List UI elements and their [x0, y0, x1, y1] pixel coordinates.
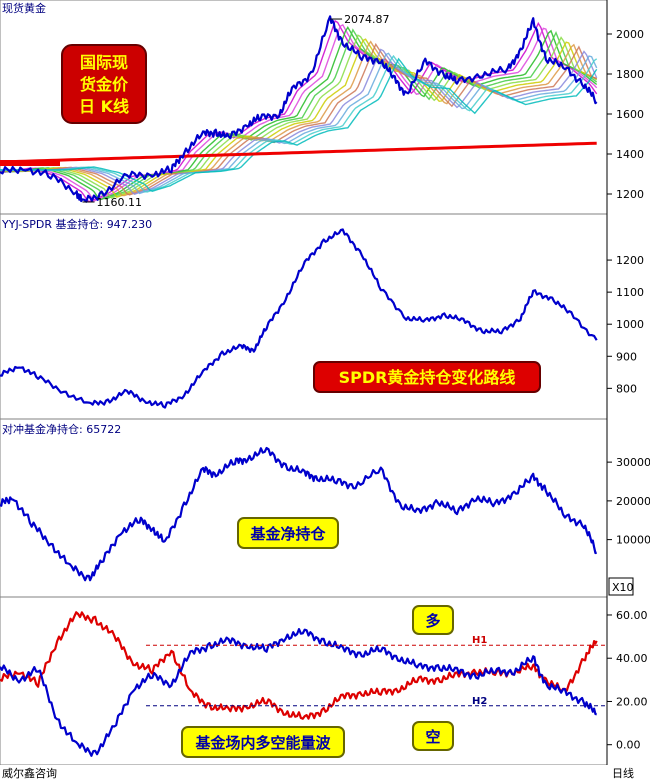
scale-note-box: X10: [608, 577, 634, 596]
y-axis-ticks: 1200 1400 1600 1800 2000 800 900 1000 1100 1200 10…: [607, 28, 650, 752]
gold-badge-line-1: 国际现: [80, 53, 128, 72]
long-term-average-line: [0, 141, 597, 164]
y-tick-label: 40.00: [616, 652, 648, 665]
reference-label-h2: H2: [472, 696, 487, 707]
y-tick-label: 30000: [616, 456, 650, 469]
y-tick-label: 1100: [616, 286, 644, 299]
long-badge-text: 多: [425, 612, 440, 630]
panel-title-gold: 现货黄金: [2, 1, 46, 15]
base-band: [0, 160, 60, 166]
footer-bar: [0, 765, 650, 780]
y-tick-label: 900: [616, 350, 637, 363]
short-badge-text: 空: [425, 728, 440, 746]
net-position-layer: [0, 446, 597, 582]
moving-average-line: [0, 26, 598, 201]
gold-badge-line-2: 货金价: [80, 75, 129, 94]
reference-label-h1: H1: [472, 635, 487, 646]
net-badge: 基金净持仓: [237, 517, 339, 549]
gold-badge-line-3: 日 K线: [79, 97, 129, 116]
series-line: [0, 627, 598, 757]
series-line: [0, 228, 598, 409]
y-tick-label: 1600: [616, 108, 644, 121]
y-tick-label: 1800: [616, 68, 644, 81]
y-tick-label: 2000: [616, 28, 644, 41]
panel-title-net: 对冲基金净持仓: 65722: [2, 422, 121, 436]
spdr-badge: SPDR黄金持仓变化路线: [313, 361, 541, 393]
panel-title-spdr: YYJ-SPDR 基金持仓: 947.230: [1, 217, 152, 231]
y-tick-label: 1200: [616, 188, 644, 201]
energy-wave-layer: H1 H2: [0, 611, 605, 757]
spdr-holdings-layer: [0, 228, 598, 409]
annotation-label: 1160.11: [97, 196, 143, 209]
net-badge-text: 基金净持仓: [249, 525, 326, 543]
moving-average-line: [0, 34, 598, 199]
y-tick-label: 1000: [616, 318, 644, 331]
gold-price-layer: [0, 15, 598, 203]
y-tick-label: 1400: [616, 148, 644, 161]
short-badge: 空: [412, 721, 454, 751]
footer-period: 日线: [612, 766, 634, 780]
y-tick-label: 60.00: [616, 609, 648, 622]
annotation-label: 2074.87: [344, 13, 390, 26]
panel-frame-net: [0, 418, 608, 598]
y-tick-label: 20.00: [616, 695, 648, 708]
y-tick-label: 800: [616, 382, 637, 395]
scale-note-text: X10: [612, 581, 634, 594]
moving-average-line: [0, 28, 598, 200]
long-badge: 多: [412, 605, 454, 635]
y-tick-label: 20000: [616, 495, 650, 508]
footer-brand: 威尔鑫咨询: [2, 766, 57, 780]
spdr-badge-text: SPDR黄金持仓变化路线: [339, 368, 516, 387]
series-line: [0, 446, 597, 582]
y-tick-label: 1200: [616, 254, 644, 267]
y-tick-label: 10000: [616, 534, 650, 547]
moving-average-line: [0, 57, 598, 192]
annotations: 2074.87 1160.11: [82, 13, 390, 209]
gold-badge: 国际现 货金价 日 K线: [61, 44, 147, 124]
energy-badge: 基金场内多空能量波: [181, 726, 345, 758]
y-tick-label: 0.00: [616, 739, 641, 752]
moving-average-line: [0, 38, 597, 199]
energy-badge-text: 基金场内多空能量波: [194, 734, 331, 752]
series-line: [0, 15, 598, 203]
